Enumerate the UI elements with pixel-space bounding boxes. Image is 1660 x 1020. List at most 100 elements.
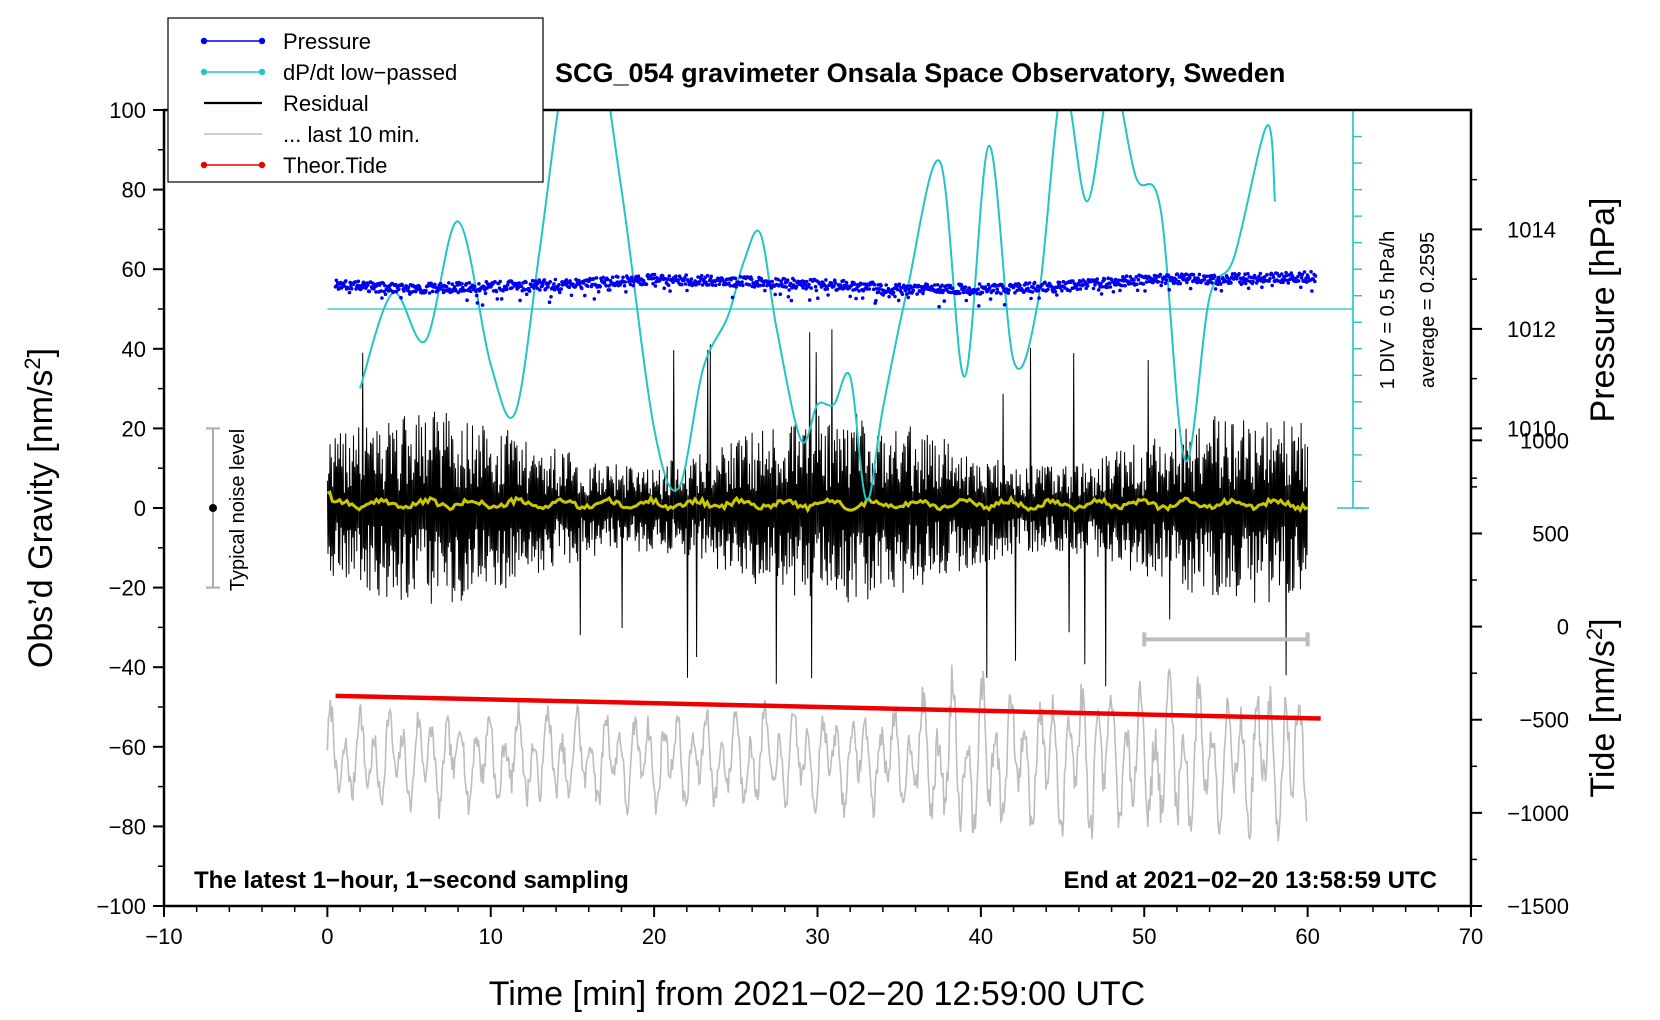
pressure-dot xyxy=(1167,287,1171,292)
pressure-dot xyxy=(699,273,704,278)
pressure-dot xyxy=(613,283,618,287)
pressure-dot xyxy=(824,278,828,282)
y-tick-label: 40 xyxy=(122,337,146,362)
pressure-dot xyxy=(1093,283,1097,287)
pressure-dot xyxy=(493,280,497,284)
pressure-dot xyxy=(1243,281,1248,286)
pressure-dot xyxy=(347,290,352,295)
pressure-dot xyxy=(1108,285,1113,289)
pressure-dot xyxy=(591,277,596,281)
pressure-dot xyxy=(852,282,857,287)
pressure-dot xyxy=(900,292,905,297)
pressure-dot xyxy=(1007,288,1011,292)
pressure-dot xyxy=(652,276,656,281)
pressure-dot xyxy=(569,293,574,298)
pressure-dot xyxy=(1163,275,1167,280)
pressure-dot xyxy=(1213,274,1217,279)
pressure-dot xyxy=(598,284,602,289)
pressure-dot xyxy=(1309,270,1313,274)
pressure-dot xyxy=(809,286,813,290)
footer-left-note: The latest 1−hour, 1−second sampling xyxy=(194,867,629,894)
pressure-dot xyxy=(689,277,694,281)
pressure-dot xyxy=(1210,281,1214,285)
pressure-dot xyxy=(1281,280,1285,285)
pressure-dot xyxy=(833,281,838,285)
pressure-dot xyxy=(580,286,584,291)
pressure-dot xyxy=(1268,276,1272,281)
pressure-dot xyxy=(631,283,636,288)
pressure-dot xyxy=(1296,279,1301,283)
pressure-dot xyxy=(1164,278,1169,282)
pressure-dot xyxy=(456,290,461,295)
pressure-dot xyxy=(505,287,509,292)
pressure-tick-label: 1012 xyxy=(1507,317,1556,342)
pressure-dot xyxy=(879,283,883,288)
pressure-dot xyxy=(897,282,902,287)
pressure-dot xyxy=(1184,272,1188,277)
pressure-dot xyxy=(482,285,486,289)
axes: −10 0 10 20 30 40 50 60 70100806040200−20−40−60−… xyxy=(96,98,1569,949)
x-tick-label: −10 xyxy=(145,924,182,949)
y-tick-label: −20 xyxy=(109,576,146,601)
smoothed-residual-trace xyxy=(326,490,1309,514)
pressure-dot xyxy=(792,278,797,283)
pressure-dot xyxy=(991,288,996,293)
pressure-dot xyxy=(636,274,641,279)
pressure-dot xyxy=(1100,285,1105,289)
pressure-dot xyxy=(1270,283,1274,288)
noise-level-label: Typical noise level xyxy=(227,429,249,591)
pressure-dot xyxy=(660,274,665,278)
pressure-dot xyxy=(874,287,879,291)
pressure-dot xyxy=(988,285,992,290)
pressure-dot xyxy=(444,284,449,289)
pressure-dot xyxy=(891,290,896,295)
pressure-dot xyxy=(532,286,536,290)
pressure-dot xyxy=(959,282,963,287)
pressure-dot xyxy=(450,282,455,287)
pressure-dot xyxy=(778,292,783,297)
y-tick-label: 100 xyxy=(109,98,146,123)
y-axis-title-left: Obs’d Gravity [nm/s2] xyxy=(20,348,60,668)
tide-tick-label: −1000 xyxy=(1507,801,1569,826)
pressure-dot xyxy=(773,292,777,297)
pressure-dot xyxy=(666,277,670,282)
pressure-dot xyxy=(872,282,877,287)
pressure-dot xyxy=(1197,272,1202,277)
pressure-dot xyxy=(832,278,837,283)
theoretical-tide-line xyxy=(335,693,1321,721)
pressure-dot xyxy=(814,288,819,293)
pressure-dot xyxy=(1071,279,1075,283)
pressure-dot xyxy=(1135,282,1139,287)
pressure-dot xyxy=(841,278,846,283)
pressure-dot xyxy=(1191,272,1196,277)
pressure-dot xyxy=(728,283,733,288)
pressure-dot xyxy=(498,279,503,284)
pressure-dot xyxy=(383,283,387,288)
pressure-dot xyxy=(1031,285,1035,290)
pressure-dot xyxy=(895,287,899,292)
pressure-dot xyxy=(1030,290,1035,294)
pressure-dot xyxy=(367,289,372,294)
pressure-dot xyxy=(475,301,480,305)
pressure-dot xyxy=(936,287,941,292)
pressure-dot xyxy=(400,283,405,288)
pressure-dot xyxy=(1085,284,1090,288)
pressure-dot xyxy=(1218,282,1223,286)
pressure-dot xyxy=(1265,272,1269,277)
pressure-dot xyxy=(915,292,919,296)
pressure-dot xyxy=(1175,272,1180,276)
pressure-dot xyxy=(1043,280,1047,285)
pressure-dot xyxy=(518,298,522,303)
legend-marker xyxy=(258,37,266,45)
pressure-dot xyxy=(1099,281,1103,286)
pressure-dot xyxy=(474,293,479,298)
y-axis-title-tide-sup: 2 xyxy=(1582,628,1607,640)
pressure-dot xyxy=(707,283,711,287)
pressure-dot xyxy=(1219,289,1224,293)
pressure-dot xyxy=(596,289,601,294)
pressure-dot xyxy=(685,288,689,293)
pressure-dot xyxy=(1296,274,1300,279)
y-axis-title-tide: Tide [nm/s2] xyxy=(1582,618,1622,797)
pressure-dot xyxy=(813,284,818,289)
pressure-dot xyxy=(877,286,882,291)
